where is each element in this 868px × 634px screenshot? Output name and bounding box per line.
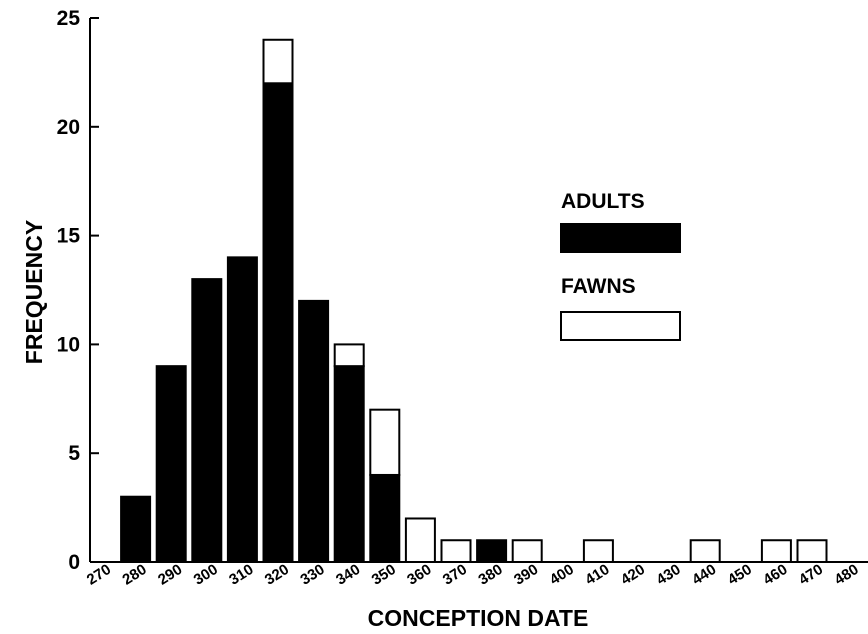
x-tick-label: 310 — [226, 561, 256, 589]
x-tick-label: 400 — [547, 561, 577, 589]
x-tick-label: 460 — [760, 561, 790, 589]
y-tick-label: 20 — [57, 116, 80, 139]
bar-adults-290 — [155, 365, 187, 563]
bar-adults-330 — [298, 299, 330, 563]
y-tick-label: 5 — [68, 442, 80, 465]
bar-fawns-390 — [511, 539, 543, 563]
y-axis-title: FREQUENCY — [21, 220, 47, 364]
bar-fawns-370 — [440, 539, 472, 563]
y-tick-label: 0 — [68, 551, 80, 574]
x-tick-label: 270 — [84, 561, 114, 589]
x-tick-label: 320 — [262, 561, 292, 589]
x-tick-label: 380 — [475, 561, 505, 589]
bars — [120, 38, 828, 563]
legend-swatch-fawns — [560, 311, 681, 341]
x-tick-label: 300 — [191, 561, 221, 589]
bar-fawns-350 — [369, 408, 401, 476]
legend-label-adults: ADULTS — [561, 190, 645, 213]
legend-label-fawns: FAWNS — [561, 275, 636, 298]
x-axis-ticks: 270 280 290 300 310 320 330 340 350 360 370 380 390 4… — [84, 561, 862, 589]
x-axis-title: CONCEPTION DATE — [368, 605, 589, 631]
x-tick-label: 330 — [297, 561, 327, 589]
bar-adults-310 — [226, 256, 258, 563]
bar-adults-320 — [262, 82, 294, 563]
bar-adults-340 — [333, 365, 365, 563]
bar-fawns-440 — [689, 539, 721, 563]
x-tick-label: 410 — [582, 561, 612, 589]
legend-swatch-adults — [560, 223, 681, 253]
legend: ADULTS FAWNS — [560, 190, 681, 341]
x-tick-label: 390 — [511, 561, 541, 589]
x-tick-label: 420 — [618, 561, 648, 589]
y-tick-label: 25 — [57, 7, 81, 30]
bar-fawns-360 — [404, 517, 436, 563]
x-tick-label: 340 — [333, 561, 363, 589]
x-tick-label: 480 — [831, 561, 861, 589]
x-tick-label: 470 — [796, 561, 826, 589]
bar-fawns-470 — [796, 539, 828, 563]
x-tick-label: 370 — [440, 561, 470, 589]
x-tick-label: 290 — [155, 561, 185, 589]
bar-fawns-340 — [333, 343, 365, 368]
bar-adults-280 — [120, 495, 152, 563]
bar-adults-300 — [191, 278, 223, 563]
bar-fawns-320 — [262, 38, 294, 85]
x-tick-label: 280 — [119, 561, 149, 589]
bar-adults-350 — [369, 473, 401, 563]
y-tick-label: 15 — [57, 225, 81, 248]
bar-fawns-410 — [582, 539, 614, 563]
x-tick-label: 430 — [653, 561, 683, 589]
x-tick-label: 360 — [404, 561, 434, 589]
x-tick-label: 450 — [725, 561, 755, 589]
bar-adults-380 — [476, 539, 508, 563]
x-tick-label: 350 — [369, 561, 399, 589]
bar-fawns-460 — [760, 539, 792, 563]
x-tick-label: 440 — [689, 561, 719, 589]
y-axis-ticks: 0 5 10 15 20 25 — [57, 7, 99, 574]
y-tick-label: 10 — [57, 333, 80, 356]
